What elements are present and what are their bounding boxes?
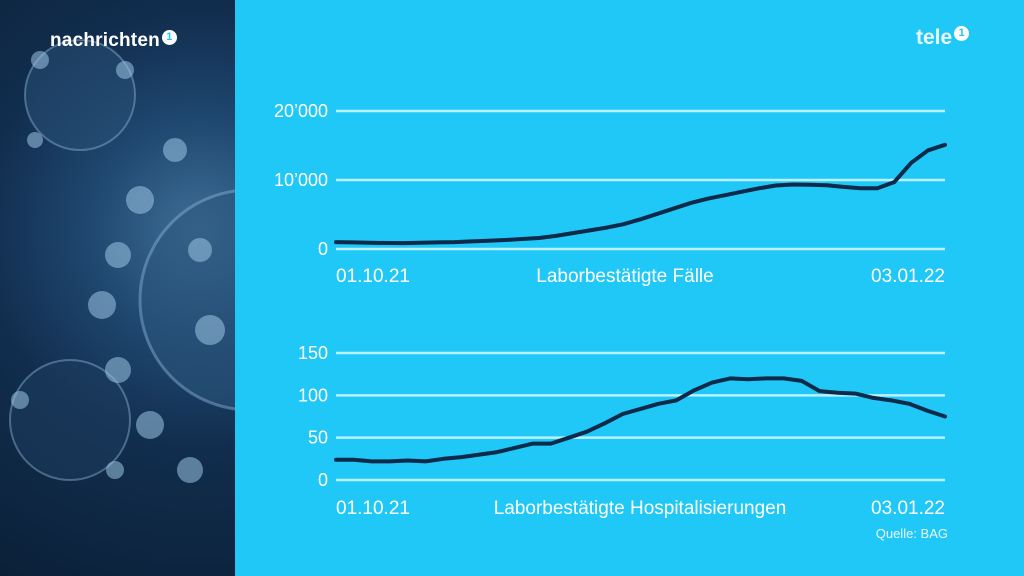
cases-ytick-label: 0 bbox=[318, 239, 328, 259]
hospital-ytick-label: 100 bbox=[298, 385, 328, 405]
hospitalisations-chart: 0 50 100 150 01.10.21 03.01.22 Laborbestätigte… bbox=[298, 343, 947, 519]
hospital-chart-title: Laborbestätigte Hospitalisierungen bbox=[494, 498, 787, 519]
hospital-ytick-label: 0 bbox=[318, 470, 328, 490]
cases-ytick-label: 10’000 bbox=[274, 170, 328, 190]
cases-chart: 0 10’000 20’000 01.10.21 03.01.22 Laborbestät… bbox=[274, 101, 947, 287]
cases-chart-title: Laborbestätigte Fälle bbox=[536, 266, 713, 287]
hospital-x-end-label: 03.01.22 bbox=[871, 498, 945, 519]
hospital-ytick-label: 150 bbox=[298, 343, 328, 363]
source-label: Quelle: BAG bbox=[876, 526, 948, 541]
cases-x-start-label: 01.10.21 bbox=[336, 266, 410, 287]
cases-series-line bbox=[334, 142, 947, 246]
hospital-series-line bbox=[334, 376, 947, 464]
nachrichten-logo-badge: 1 bbox=[161, 30, 177, 45]
virus-background-image bbox=[0, 0, 235, 576]
virus-illustration bbox=[9, 39, 235, 483]
tele1-logo: tele 1 bbox=[916, 26, 970, 50]
cases-x-end-label: 03.01.22 bbox=[871, 266, 945, 287]
tele1-logo-text: tele bbox=[916, 26, 953, 49]
cases-ytick-label: 20’000 bbox=[274, 101, 328, 121]
tele1-logo-badge: 1 bbox=[954, 26, 970, 41]
nachrichten-logo-text: nachrichten bbox=[50, 30, 160, 51]
hospital-x-start-label: 01.10.21 bbox=[336, 498, 410, 519]
nachrichten-logo: nachrichten 1 bbox=[50, 30, 177, 52]
hospital-ytick-label: 50 bbox=[308, 428, 328, 448]
